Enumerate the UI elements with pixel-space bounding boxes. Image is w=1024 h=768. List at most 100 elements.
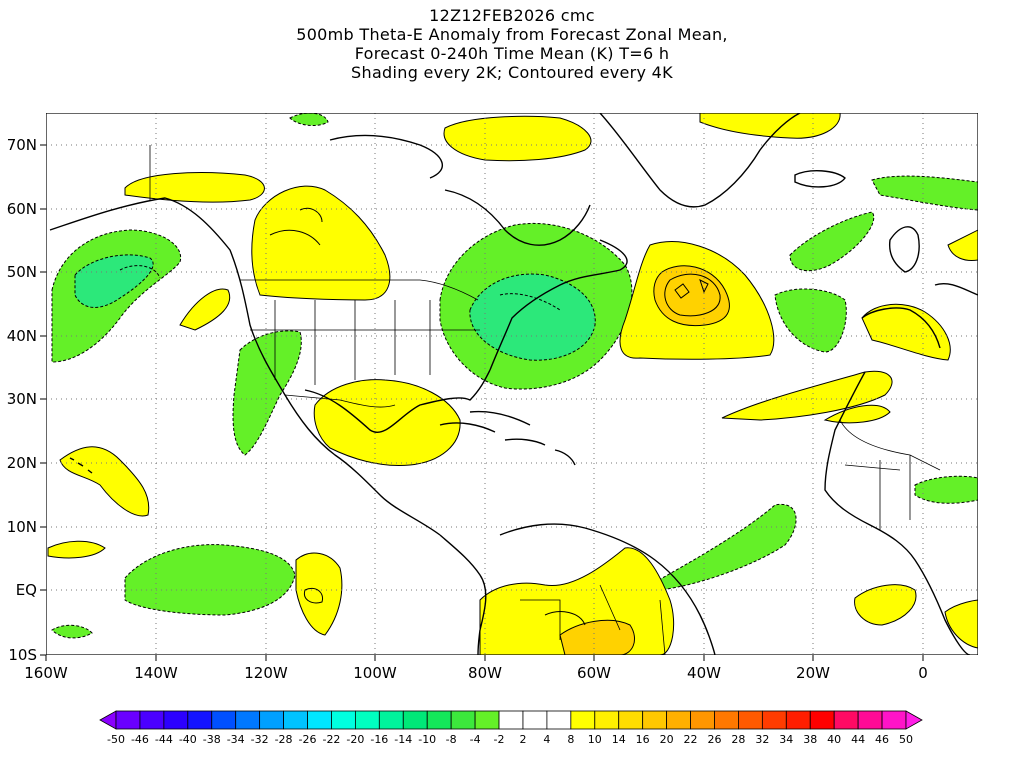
colorbar-label: 2 bbox=[519, 733, 526, 746]
colorbar-label: 10 bbox=[588, 733, 602, 746]
colorbar-label: -10 bbox=[418, 733, 436, 746]
negative-anomaly-w-africa bbox=[914, 475, 978, 504]
colorbar-swatch bbox=[761, 710, 787, 730]
contour-lines bbox=[119, 207, 721, 626]
lon-label: 140W bbox=[134, 664, 178, 682]
positive-anomaly-e-pacific-band bbox=[47, 540, 106, 559]
colorbar-swatch bbox=[211, 710, 237, 730]
colorbar-swatch bbox=[833, 710, 859, 730]
colorbar-swatch bbox=[235, 710, 261, 730]
colorbar-label: 4 bbox=[543, 733, 550, 746]
colorbar-swatch bbox=[738, 710, 763, 730]
colorbar-swatch bbox=[331, 710, 356, 730]
colorbar-swatch bbox=[163, 710, 189, 730]
lon-label: 80W bbox=[468, 664, 502, 682]
positive-anomaly-europe-east bbox=[947, 229, 978, 261]
lat-label: 40N bbox=[7, 327, 37, 345]
axis-ticks bbox=[40, 144, 924, 661]
positive-anomaly-subtropical-atlantic bbox=[721, 370, 893, 421]
positive-anomaly-pacific-small bbox=[179, 288, 231, 331]
colorbar-high-arrow bbox=[905, 710, 923, 730]
colorbar-label: -16 bbox=[370, 733, 388, 746]
colorbar-label: 16 bbox=[636, 733, 650, 746]
colorbar-swatch bbox=[690, 710, 715, 730]
colorbar-swatch bbox=[115, 710, 141, 730]
colorbar-swatch bbox=[881, 710, 907, 730]
colorbar-label: -4 bbox=[470, 733, 481, 746]
colorbar-label: -14 bbox=[394, 733, 412, 746]
colorbar-swatch bbox=[283, 710, 308, 730]
colorbar-swatch bbox=[378, 710, 404, 730]
negative-anomaly-tropical-atlantic bbox=[648, 503, 797, 591]
colorbar-label: -8 bbox=[446, 733, 457, 746]
colorbar-label: 28 bbox=[731, 733, 745, 746]
colorbar-label: -44 bbox=[155, 733, 173, 746]
colorbar-swatch bbox=[714, 710, 739, 730]
positive-anomaly-hawaii bbox=[59, 446, 150, 517]
coastlines bbox=[49, 113, 978, 655]
colorbar-swatch bbox=[450, 710, 476, 730]
colorbar-label: -2 bbox=[494, 733, 505, 746]
colorbar-label: -46 bbox=[131, 733, 149, 746]
lon-label: 100W bbox=[353, 664, 397, 682]
negative-anomaly-eq-pacific-small bbox=[51, 624, 93, 639]
lon-label: 40W bbox=[687, 664, 721, 682]
positive-anomaly-europe bbox=[861, 303, 951, 361]
colorbar-label: 26 bbox=[707, 733, 721, 746]
colorbar-label: 22 bbox=[684, 733, 698, 746]
colorbar-low-arrow bbox=[99, 710, 117, 730]
negative-anomaly-ne-pacific-core bbox=[74, 254, 154, 308]
colorbar-label: 34 bbox=[779, 733, 793, 746]
negative-anomaly-baja bbox=[232, 330, 302, 456]
colorbar-label: -40 bbox=[179, 733, 197, 746]
colorbar-swatch bbox=[785, 710, 811, 730]
negative-anomaly-eq-pacific bbox=[124, 544, 296, 616]
colorbar-swatch bbox=[402, 710, 428, 730]
positive-anomaly-gulf-guinea bbox=[854, 584, 917, 626]
colorbar-swatch bbox=[307, 710, 332, 730]
colorbar-label: 20 bbox=[660, 733, 674, 746]
colorbar-swatch bbox=[546, 710, 572, 730]
positive-anomaly-greenland bbox=[443, 115, 592, 162]
lon-label: 20W bbox=[796, 664, 830, 682]
colorbar-label: -20 bbox=[346, 733, 364, 746]
colorbar-swatch bbox=[498, 710, 524, 730]
figure-title: 12Z12FEB2026 cmc 500mb Theta-E Anomaly f… bbox=[0, 6, 1024, 82]
colorbar-swatch bbox=[139, 710, 165, 730]
colorbar-swatch bbox=[354, 710, 380, 730]
colorbar-label: -22 bbox=[322, 733, 340, 746]
colorbar-swatch bbox=[594, 710, 620, 730]
colorbar-swatch bbox=[618, 710, 644, 730]
negative-anomaly-n-atlantic-1 bbox=[789, 211, 875, 272]
colorbar-label: -32 bbox=[251, 733, 269, 746]
colorbar-label: -26 bbox=[299, 733, 317, 746]
title-line-2: 500mb Theta-E Anomaly from Forecast Zona… bbox=[296, 25, 728, 44]
title-line-4: Shading every 2K; Contoured every 4K bbox=[351, 63, 673, 82]
lon-label: 60W bbox=[577, 664, 611, 682]
positive-anomaly-arctic-nw bbox=[289, 113, 329, 126]
negative-anomaly-eastern-na-core bbox=[469, 273, 596, 361]
colorbar-label: -34 bbox=[227, 733, 245, 746]
lat-label: 20N bbox=[7, 454, 37, 472]
positive-anomaly-gulf bbox=[313, 379, 461, 467]
colorbar-label: 40 bbox=[827, 733, 841, 746]
colorbar-swatch bbox=[259, 710, 284, 730]
gridlines bbox=[46, 113, 978, 655]
colorbar-label: 14 bbox=[612, 733, 626, 746]
positive-anomaly-africa-south bbox=[944, 599, 978, 649]
negative-anomaly-n-atlantic-2 bbox=[774, 288, 847, 353]
lat-label: 60N bbox=[7, 200, 37, 218]
positive-anomaly-galapagos bbox=[295, 552, 343, 636]
lat-label: 70N bbox=[7, 136, 37, 154]
colorbar-label: 32 bbox=[755, 733, 769, 746]
borders bbox=[149, 145, 941, 655]
lat-label: 50N bbox=[7, 263, 37, 281]
colorbar: -50 -46 -44 -40 -38 -34 -32 -28 -26 -22 -20 -16 -14-… bbox=[99, 710, 923, 746]
colorbar-swatch bbox=[666, 710, 691, 730]
colorbar-label: 44 bbox=[851, 733, 865, 746]
colorbar-swatch bbox=[570, 710, 596, 730]
lon-label: 160W bbox=[24, 664, 68, 682]
colorbar-swatch bbox=[809, 710, 835, 730]
colorbar-swatch bbox=[642, 710, 668, 730]
